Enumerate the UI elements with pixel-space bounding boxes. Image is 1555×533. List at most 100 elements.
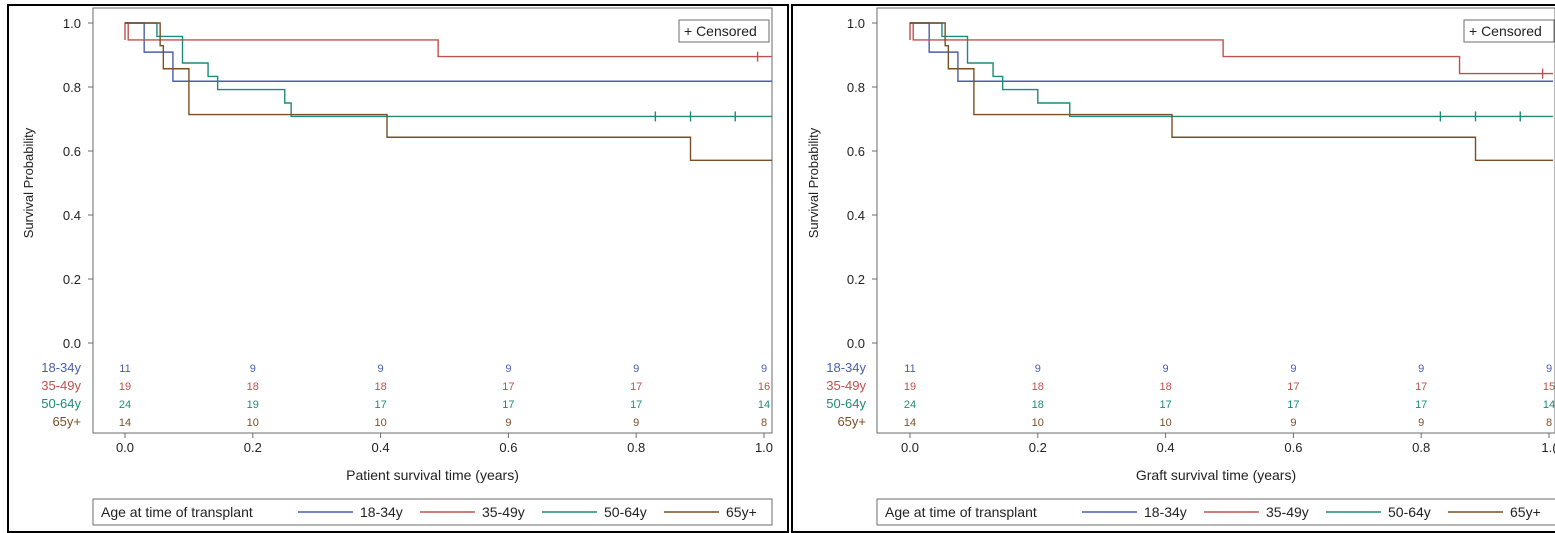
censored-legend-label: + Censored	[1469, 23, 1542, 39]
y-axis-label: Survival Probability	[21, 127, 36, 238]
survival-curve-35-49y	[909, 22, 1553, 75]
at-risk-count: 9	[250, 363, 256, 375]
at-risk-count: 10	[1159, 417, 1171, 429]
at-risk-count: 18	[1159, 381, 1171, 393]
survival-curve-35-49y	[124, 22, 772, 58]
at-risk-count: 24	[904, 399, 916, 411]
y-axis-label: Survival Probability	[806, 127, 821, 238]
x-tick-label: 1.0	[755, 440, 773, 455]
x-tick-label: 0.4	[372, 440, 390, 455]
survival-curve-18-34y	[910, 22, 1553, 82]
legend-entry-label: 35-49y	[1266, 504, 1309, 520]
at-risk-count: 17	[630, 381, 642, 393]
x-axis-label: Patient survival time (years)	[346, 467, 519, 483]
at-risk-count: 18	[1032, 381, 1044, 393]
y-tick-label: 0.2	[63, 272, 81, 287]
survival-curve-50-64y	[910, 22, 1553, 118]
survival-curve-50-64y	[125, 22, 772, 118]
legend-entry-label: 50-64y	[604, 504, 647, 520]
at-risk-count: 8	[1546, 417, 1552, 429]
y-tick-label: 0.4	[63, 208, 81, 223]
y-tick-label: 0.0	[63, 336, 81, 351]
y-tick-label: 0.0	[847, 336, 865, 351]
legend-entry-label: 18-34y	[1144, 504, 1187, 520]
at-risk-count: 19	[904, 381, 916, 393]
at-risk-row-label: 50-64y	[826, 396, 866, 411]
at-risk-count: 14	[119, 417, 131, 429]
at-risk-count: 9	[1290, 417, 1296, 429]
y-tick-label: 0.6	[847, 144, 865, 159]
panel-frame-left	[7, 4, 789, 533]
y-tick-label: 0.8	[847, 80, 865, 95]
at-risk-count: 19	[119, 381, 131, 393]
censored-legend-label: + Censored	[684, 23, 757, 39]
legend-entry-label: 50-64y	[1388, 504, 1431, 520]
survival-curve-18-34y	[125, 22, 772, 82]
censored-legend-box	[678, 19, 770, 43]
legend-entry-label: 65y+	[1510, 504, 1541, 520]
at-risk-count: 9	[1035, 363, 1041, 375]
at-risk-count: 14	[904, 417, 916, 429]
y-tick-label: 0.4	[847, 208, 865, 223]
plot-area	[876, 7, 1555, 434]
x-tick-label: 1.(	[1541, 440, 1555, 455]
at-risk-count: 9	[633, 417, 639, 429]
at-risk-count: 17	[502, 399, 514, 411]
at-risk-count: 9	[505, 363, 511, 375]
y-tick-label: 1.0	[63, 16, 81, 31]
x-tick-label: 0.6	[1284, 440, 1302, 455]
at-risk-count: 9	[1546, 363, 1552, 375]
legend-title: Age at time of transplant	[101, 504, 253, 520]
survival-curve-65y+	[125, 22, 772, 161]
at-risk-count: 9	[633, 363, 639, 375]
at-risk-count: 9	[378, 363, 384, 375]
legend-title: Age at time of transplant	[885, 504, 1037, 520]
at-risk-count: 17	[1415, 399, 1427, 411]
x-tick-label: 0.4	[1157, 440, 1175, 455]
at-risk-count: 17	[1287, 381, 1299, 393]
at-risk-count: 18	[1032, 399, 1044, 411]
at-risk-count: 24	[119, 399, 131, 411]
at-risk-count: 8	[761, 417, 767, 429]
at-risk-count: 10	[247, 417, 259, 429]
at-risk-count: 18	[247, 381, 259, 393]
at-risk-count: 11	[904, 363, 915, 375]
at-risk-count: 14	[758, 399, 770, 411]
at-risk-count: 17	[1287, 399, 1299, 411]
y-tick-label: 0.8	[63, 80, 81, 95]
x-tick-label: 0.6	[499, 440, 517, 455]
chart-graft-survival: 0.0 0.2 0.4 0.6 0.8 1.0 Survival Probability 0.…	[806, 7, 1555, 526]
at-risk-row-label: 65y+	[837, 414, 866, 429]
x-tick-label: 0.8	[1412, 440, 1430, 455]
x-axis-label: Graft survival time (years)	[1136, 467, 1296, 483]
x-tick-label: 0.2	[244, 440, 262, 455]
at-risk-count: 9	[1418, 417, 1424, 429]
at-risk-count: 19	[247, 399, 259, 411]
at-risk-row-label: 65y+	[52, 414, 81, 429]
at-risk-count: 15	[1543, 381, 1555, 393]
x-tick-label: 0.0	[901, 440, 919, 455]
plot-area	[92, 7, 773, 434]
at-risk-row-label: 35-49y	[41, 378, 81, 393]
at-risk-row-label: 18-34y	[826, 360, 866, 375]
at-risk-count: 10	[374, 417, 386, 429]
survival-curve-65y+	[910, 22, 1553, 161]
legend-entry-label: 35-49y	[482, 504, 525, 520]
x-tick-label: 0.8	[627, 440, 645, 455]
at-risk-count: 9	[1163, 363, 1169, 375]
at-risk-count: 17	[1159, 399, 1171, 411]
at-risk-count: 10	[1032, 417, 1044, 429]
at-risk-count: 9	[1418, 363, 1424, 375]
at-risk-row-label: 18-34y	[41, 360, 81, 375]
x-tick-label: 0.0	[116, 440, 134, 455]
at-risk-count: 11	[119, 363, 130, 375]
legend-entry-label: 18-34y	[360, 504, 403, 520]
at-risk-count: 18	[374, 381, 386, 393]
at-risk-count: 16	[758, 381, 770, 393]
legend-entry-label: 65y+	[726, 504, 757, 520]
at-risk-count: 9	[505, 417, 511, 429]
censored-legend-box	[1463, 19, 1555, 43]
panel-frame-right	[791, 4, 1555, 533]
y-tick-label: 1.0	[847, 16, 865, 31]
